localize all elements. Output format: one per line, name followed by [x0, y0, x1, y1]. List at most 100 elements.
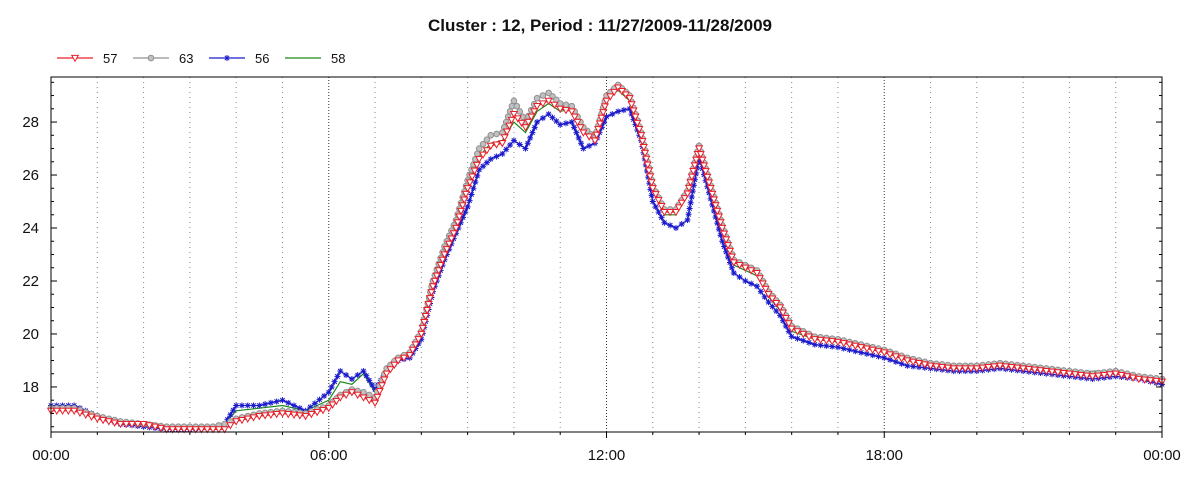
data-point: [575, 134, 582, 141]
data-point: [516, 141, 523, 148]
data-point: [262, 401, 269, 408]
data-point: [603, 113, 610, 120]
data-point: [430, 277, 439, 286]
data-point: [781, 314, 791, 323]
data-point: [369, 381, 376, 388]
data-point: [891, 353, 900, 361]
data-point: [524, 118, 533, 127]
data-point: [556, 105, 565, 114]
data-point: [778, 309, 788, 317]
data-point: [699, 162, 709, 170]
data-point: [260, 412, 270, 420]
data-point: [337, 368, 344, 375]
data-point: [104, 418, 114, 426]
data-point: [620, 107, 627, 114]
data-point: [266, 411, 276, 419]
data-point: [568, 102, 576, 110]
data-point: [185, 426, 195, 434]
data-point: [640, 149, 650, 158]
data-point: [191, 426, 200, 434]
data-point: [561, 107, 571, 115]
data-point: [665, 209, 675, 217]
data-point: [672, 225, 679, 232]
data-point: [438, 256, 447, 265]
data-point: [324, 405, 333, 413]
data-point: [823, 342, 830, 349]
data-point: [58, 407, 67, 416]
data-point: [307, 411, 316, 419]
data-point: [637, 132, 646, 140]
data-point: [483, 136, 491, 143]
data-point: [677, 199, 686, 208]
data-point: [1001, 363, 1010, 371]
legend-label: 56: [255, 51, 269, 66]
data-point: [595, 120, 605, 128]
data-point: [761, 293, 768, 300]
data-point: [486, 142, 495, 151]
data-point: [706, 189, 713, 196]
data-point: [513, 102, 521, 110]
data-point: [984, 363, 993, 372]
data-point: [701, 168, 710, 176]
data-point: [1071, 371, 1080, 379]
data-point: [602, 97, 611, 106]
data-point: [576, 124, 585, 132]
data-point: [414, 336, 423, 344]
data-point: [380, 376, 389, 384]
data-point: [343, 372, 350, 379]
data-point: [232, 418, 241, 426]
data-point: [721, 243, 728, 250]
data-point: [741, 264, 750, 272]
data-point: [436, 261, 445, 270]
data-point: [529, 129, 536, 136]
data-point: [644, 167, 654, 175]
data-point: [949, 365, 958, 373]
data-point: [466, 197, 473, 204]
data-point: [885, 351, 895, 359]
data-point: [863, 350, 870, 357]
data-point: [493, 153, 500, 160]
data-point: [174, 426, 183, 434]
data-point: [524, 140, 531, 147]
data-point: [415, 340, 422, 347]
legend-item-56: 56: [209, 51, 269, 66]
data-point: [197, 426, 206, 434]
data-point: [914, 360, 924, 368]
data-point: [892, 358, 899, 365]
legend-item-63: 63: [133, 51, 193, 66]
data-point: [464, 203, 471, 210]
legend: 57 63 56 58: [57, 51, 345, 66]
data-point: [390, 361, 399, 370]
data-point: [1036, 367, 1045, 375]
data-point: [943, 364, 953, 372]
data-point: [615, 108, 622, 115]
data-point: [710, 207, 717, 214]
data-point: [203, 426, 212, 434]
data-point: [649, 198, 656, 205]
data-point: [208, 426, 218, 434]
data-point: [503, 146, 510, 153]
data-point: [237, 416, 247, 425]
series-line-58: [51, 89, 1163, 431]
data-point: [399, 354, 409, 363]
x-tick-label: 00:00: [1143, 447, 1181, 464]
data-point: [606, 93, 615, 101]
data-point: [727, 253, 737, 261]
data-point: [598, 124, 605, 131]
data-point: [147, 54, 155, 62]
data-point: [553, 118, 560, 125]
data-point: [764, 291, 773, 299]
y-tick-label: 20: [22, 326, 39, 343]
data-point: [692, 170, 699, 177]
data-point: [709, 201, 716, 208]
data-point: [550, 101, 559, 110]
data-point: [527, 113, 536, 121]
data-point: [570, 113, 579, 121]
data-point: [458, 202, 467, 210]
data-point: [638, 138, 647, 146]
data-point: [457, 219, 464, 226]
data-point: [156, 424, 166, 433]
data-point: [674, 204, 683, 212]
data-point: [468, 191, 475, 198]
data-point: [869, 352, 876, 359]
